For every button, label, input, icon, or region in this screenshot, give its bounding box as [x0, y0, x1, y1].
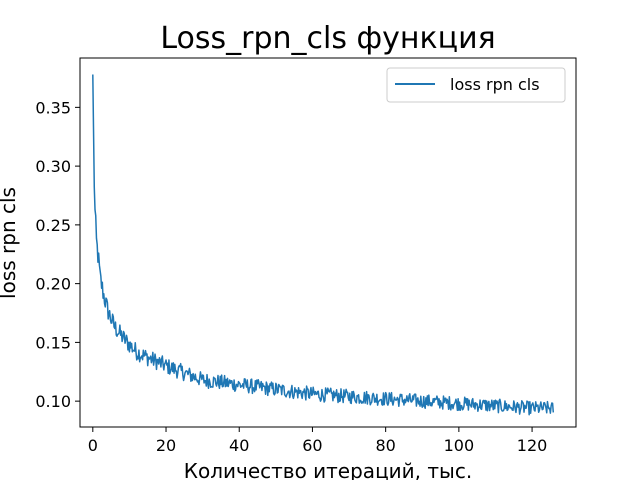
- y-tick-label: 0.35: [35, 98, 71, 117]
- y-tick-label: 0.30: [35, 157, 71, 176]
- plot-frame: [79, 57, 577, 428]
- legend-label: loss rpn cls: [450, 75, 540, 94]
- x-tick-label: 80: [375, 436, 395, 455]
- y-axis-ticks: 0.10 0.15 0.20 0.25 0.30 0.35: [35, 98, 80, 411]
- chart-title: Loss_rpn_cls функция: [160, 21, 495, 56]
- x-tick-label: 20: [156, 436, 176, 455]
- y-tick-label: 0.10: [35, 392, 71, 411]
- legend-box: [386, 67, 566, 103]
- x-tick-label: 60: [302, 436, 322, 455]
- x-axis-title: Количество итераций, тыс.: [184, 459, 472, 480]
- y-axis-title: loss rpn cls: [0, 187, 20, 299]
- x-tick-label: 100: [444, 436, 475, 455]
- y-tick-label: 0.20: [35, 275, 71, 294]
- x-axis-ticks: 0 20 40 60 80 100 120: [88, 427, 548, 455]
- series-line-loss-rpn-cls: [92, 74, 555, 416]
- y-tick-label: 0.15: [35, 333, 71, 352]
- x-tick-label: 40: [229, 436, 249, 455]
- x-tick-label: 0: [88, 436, 98, 455]
- y-tick-label: 0.25: [35, 216, 71, 235]
- plot-area: [80, 58, 576, 427]
- x-tick-label: 120: [517, 436, 548, 455]
- legend: loss rpn cls: [386, 67, 566, 103]
